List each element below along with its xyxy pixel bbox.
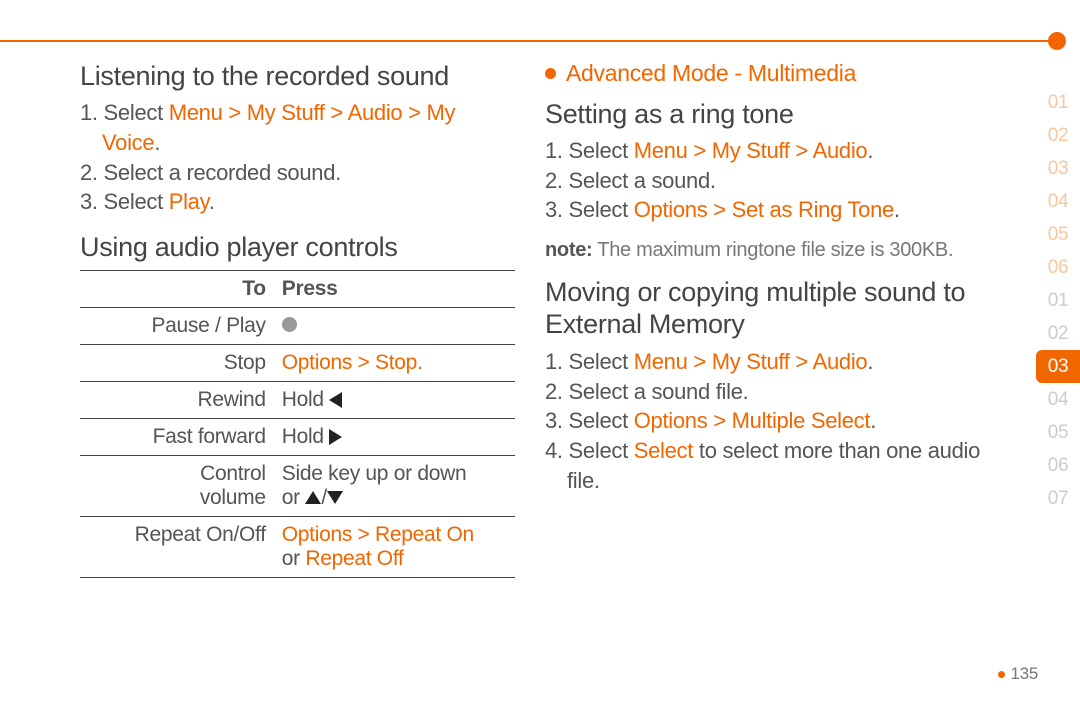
cell-to: Rewind xyxy=(80,381,276,418)
ok-key-icon xyxy=(282,317,297,332)
step: 2. Select a sound. xyxy=(545,166,1000,196)
step: 3. Select Options > Multiple Select. xyxy=(545,406,1000,436)
heading-controls: Using audio player controls xyxy=(80,231,515,263)
tab-02[interactable]: 02 xyxy=(1036,119,1080,152)
header-rule-dot xyxy=(1048,32,1066,50)
tab-05[interactable]: 05 xyxy=(1036,416,1080,449)
left-column: Listening to the recorded sound 1. Selec… xyxy=(80,60,515,578)
th-to: To xyxy=(80,270,276,307)
page-number: 135 xyxy=(998,664,1038,684)
tab-03[interactable]: 03 xyxy=(1036,350,1080,383)
step: 4. Select Select to select more than one… xyxy=(545,436,1000,495)
cell-to: Stop xyxy=(80,344,276,381)
cell-press: Options > Repeat On or Repeat Off xyxy=(276,516,515,577)
steps-ringtone: 1. Select Menu > My Stuff > Audio. 2. Se… xyxy=(545,136,1000,225)
header-rule-right xyxy=(552,40,1052,42)
tab-04[interactable]: 04 xyxy=(1036,185,1080,218)
tab-07[interactable]: 07 xyxy=(1036,482,1080,515)
heading-move-copy: Moving or copying multiple sound to Exte… xyxy=(545,276,1000,341)
right-arrow-icon xyxy=(329,429,342,445)
step: 3. Select Play. xyxy=(80,187,515,217)
note-text: note: The maximum ringtone file size is … xyxy=(545,239,1000,262)
cell-to: Control volume xyxy=(80,455,276,516)
right-column: Advanced Mode - Multimedia Setting as a … xyxy=(545,60,1000,578)
cell-press: Side key up or down or / xyxy=(276,455,515,516)
up-arrow-icon xyxy=(305,491,321,504)
steps-move-copy: 1. Select Menu > My Stuff > Audio. 2. Se… xyxy=(545,347,1000,495)
controls-table: To Press Pause / Play Stop Options > Sto… xyxy=(80,270,515,578)
steps-listening: 1. Select Menu > My Stuff > Audio > My V… xyxy=(80,98,515,217)
tab-02[interactable]: 02 xyxy=(1036,317,1080,350)
step: 3. Select Options > Set as Ring Tone. xyxy=(545,195,1000,225)
bullet-icon xyxy=(545,68,556,79)
section-breadcrumb: Advanced Mode - Multimedia xyxy=(545,60,1000,88)
cell-press: Options > Stop. xyxy=(276,344,515,381)
step: 2. Select a sound file. xyxy=(545,377,1000,407)
tab-05[interactable]: 05 xyxy=(1036,218,1080,251)
tab-04[interactable]: 04 xyxy=(1036,383,1080,416)
tab-03[interactable]: 03 xyxy=(1036,152,1080,185)
left-arrow-icon xyxy=(329,392,342,408)
step: 1. Select Menu > My Stuff > Audio > My V… xyxy=(80,98,515,157)
th-press: Press xyxy=(276,270,515,307)
heading-ringtone: Setting as a ring tone xyxy=(545,98,1000,130)
section-tabs: 01020304050601020304050607 xyxy=(1036,86,1080,515)
step: 1. Select Menu > My Stuff > Audio. xyxy=(545,136,1000,166)
cell-to: Pause / Play xyxy=(80,307,276,344)
heading-listening: Listening to the recorded sound xyxy=(80,60,515,92)
down-arrow-icon xyxy=(327,491,343,504)
cell-press xyxy=(276,307,515,344)
tab-06[interactable]: 06 xyxy=(1036,449,1080,482)
tab-01[interactable]: 01 xyxy=(1036,284,1080,317)
step: 2. Select a recorded sound. xyxy=(80,158,515,188)
tab-06[interactable]: 06 xyxy=(1036,251,1080,284)
header-rule-left xyxy=(0,40,552,42)
cell-press: Hold xyxy=(276,418,515,455)
step: 1. Select Menu > My Stuff > Audio. xyxy=(545,347,1000,377)
tab-01[interactable]: 01 xyxy=(1036,86,1080,119)
cell-to: Repeat On/Off xyxy=(80,516,276,577)
cell-press: Hold xyxy=(276,381,515,418)
cell-to: Fast forward xyxy=(80,418,276,455)
